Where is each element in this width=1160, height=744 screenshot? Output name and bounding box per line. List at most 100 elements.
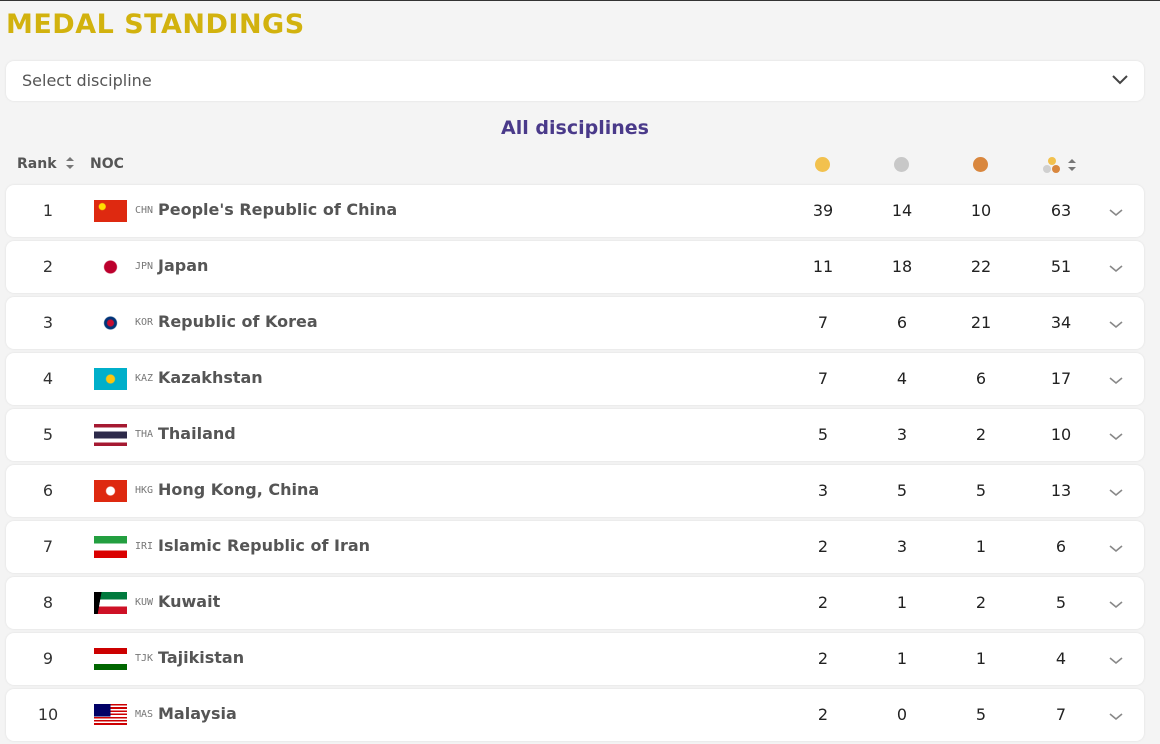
noc-name: Hong Kong, China [158, 480, 320, 499]
bronze-count: 6 [975, 369, 987, 388]
noc-name: Kuwait [158, 592, 221, 611]
table-row[interactable]: 8 KUW Kuwait 2 1 2 5 [6, 577, 1144, 629]
total-count: 17 [1050, 369, 1072, 388]
bronze-count: 2 [975, 425, 987, 444]
table-row[interactable]: 2 JPN Japan 11 18 22 51 [6, 241, 1144, 293]
bronze-count: 5 [975, 705, 987, 724]
total-count: 6 [1055, 537, 1067, 556]
table-row[interactable]: 5 THA Thailand 5 3 2 10 [6, 409, 1144, 461]
flag [94, 704, 127, 726]
expand-icon[interactable] [1108, 371, 1124, 390]
bronze-count: 1 [975, 649, 987, 668]
noc-name: People's Republic of China [158, 200, 398, 219]
expand-icon[interactable] [1108, 539, 1124, 558]
rank: 3 [42, 313, 54, 332]
noc-name: Thailand [158, 424, 236, 443]
rank: 2 [42, 257, 54, 276]
table-row[interactable]: 3 KOR Republic of Korea 7 6 21 34 [6, 297, 1144, 349]
flag [94, 536, 127, 558]
bronze-count: 22 [970, 257, 992, 276]
expand-icon[interactable] [1108, 427, 1124, 446]
silver-count: 6 [896, 313, 908, 332]
rank: 8 [42, 593, 54, 612]
flag [94, 312, 127, 334]
total-count: 10 [1050, 425, 1072, 444]
rank: 10 [37, 705, 59, 724]
gold-count: 11 [812, 257, 834, 276]
gold-count: 7 [817, 313, 829, 332]
noc-code: JPN [135, 261, 154, 272]
flag [94, 648, 127, 670]
bronze-count: 5 [975, 481, 987, 500]
noc-code: THA [135, 429, 154, 440]
silver-count: 3 [896, 425, 908, 444]
table-row[interactable]: 10 MAS Malaysia 2 0 5 7 [6, 689, 1144, 741]
noc-code: KUW [135, 597, 154, 608]
rank-header[interactable]: Rank [17, 156, 75, 172]
bronze-count: 1 [975, 537, 987, 556]
gold-icon [815, 157, 830, 172]
noc-code: MAS [135, 709, 154, 720]
gold-count: 7 [817, 369, 829, 388]
bronze-count: 2 [975, 593, 987, 612]
page-title: MEDAL STANDINGS [6, 9, 305, 40]
noc-code: CHN [135, 205, 154, 216]
flag [94, 592, 127, 614]
gold-count: 2 [817, 705, 829, 724]
select-placeholder: Select discipline [22, 71, 152, 90]
noc-name: Tajikistan [158, 648, 245, 667]
gold-count: 5 [817, 425, 829, 444]
silver-count: 5 [896, 481, 908, 500]
silver-count: 18 [891, 257, 913, 276]
bronze-count: 10 [970, 201, 992, 220]
silver-count: 0 [896, 705, 908, 724]
expand-icon[interactable] [1108, 595, 1124, 614]
expand-icon[interactable] [1108, 203, 1124, 222]
noc-name: Republic of Korea [158, 312, 318, 331]
noc-name: Kazakhstan [158, 368, 263, 387]
gold-count: 39 [812, 201, 834, 220]
flag [94, 480, 127, 502]
noc-name: Malaysia [158, 704, 237, 723]
flag [94, 256, 127, 278]
noc-code: KAZ [135, 373, 154, 384]
discipline-select[interactable]: Select discipline [6, 61, 1144, 101]
table-row[interactable]: 9 TJK Tajikistan 2 1 1 4 [6, 633, 1144, 685]
total-count: 7 [1055, 705, 1067, 724]
rank: 9 [42, 649, 54, 668]
noc-code: KOR [135, 317, 154, 328]
total-count: 63 [1050, 201, 1072, 220]
total-icon[interactable] [1042, 156, 1078, 176]
bronze-icon [973, 157, 988, 172]
flag [94, 424, 127, 446]
total-count: 51 [1050, 257, 1072, 276]
total-count: 4 [1055, 649, 1067, 668]
table-row[interactable]: 1 CHN People's Republic of China 39 14 10 63 [6, 185, 1144, 237]
subtitle: All disciplines [501, 117, 649, 139]
rank: 6 [42, 481, 54, 500]
noc-header: NOC [90, 156, 124, 172]
silver-count: 4 [896, 369, 908, 388]
expand-icon[interactable] [1108, 483, 1124, 502]
silver-count: 1 [896, 593, 908, 612]
noc-code: TJK [135, 653, 154, 664]
expand-icon[interactable] [1108, 259, 1124, 278]
rank: 4 [42, 369, 54, 388]
table-row[interactable]: 7 IRI Islamic Republic of Iran 2 3 1 6 [6, 521, 1144, 573]
rank: 5 [42, 425, 54, 444]
expand-icon[interactable] [1108, 651, 1124, 670]
noc-name: Japan [158, 256, 209, 275]
flag [94, 368, 127, 390]
expand-icon[interactable] [1108, 707, 1124, 726]
sort-icon [66, 157, 75, 169]
silver-count: 1 [896, 649, 908, 668]
table-row[interactable]: 6 HKG Hong Kong, China 3 5 5 13 [6, 465, 1144, 517]
gold-count: 2 [817, 593, 829, 612]
gold-count: 2 [817, 537, 829, 556]
table-row[interactable]: 4 KAZ Kazakhstan 7 4 6 17 [6, 353, 1144, 405]
noc-name: Islamic Republic of Iran [158, 536, 371, 555]
expand-icon[interactable] [1108, 315, 1124, 334]
total-count: 13 [1050, 481, 1072, 500]
noc-code: IRI [135, 541, 154, 552]
